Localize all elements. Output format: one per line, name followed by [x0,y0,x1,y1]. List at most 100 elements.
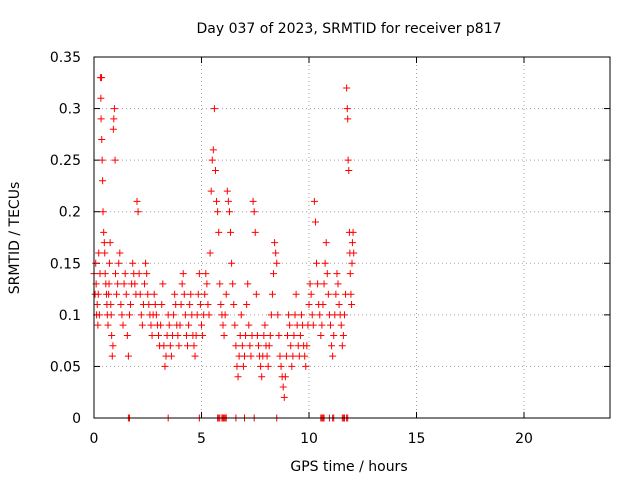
x-tick-label: 10 [300,431,318,447]
data-point [291,311,299,319]
data-point [237,311,245,319]
data-point [131,280,139,288]
data-point [157,321,165,329]
data-point [97,94,105,102]
y-tick-label: 0.35 [50,50,81,66]
data-point [252,290,260,298]
data-point [272,249,280,257]
data-point [94,321,102,329]
data-point [233,362,241,370]
data-point [147,321,155,329]
data-point [339,331,347,339]
data-point [150,290,158,298]
data-point [244,280,252,288]
data-point [238,342,246,350]
data-point [166,342,174,350]
data-point [305,301,313,309]
data-point [108,331,116,339]
data-point [167,352,175,360]
x-tick-label: 0 [90,431,99,447]
data-point [98,74,106,82]
data-point [313,259,321,267]
data-point [277,362,285,370]
data-point [101,270,109,278]
data-point [285,311,293,319]
data-point [165,321,173,329]
data-point [234,373,242,381]
data-point [98,136,106,144]
data-point [223,187,231,195]
data-point [279,383,287,391]
data-point [301,352,309,360]
data-point [286,321,294,329]
data-point [171,290,179,298]
data-point [318,321,326,329]
data-point [112,270,119,278]
data-point [114,280,122,288]
y-tick-label: 0 [72,411,81,427]
data-point [107,301,115,309]
data-point [271,239,279,247]
data-point [230,301,238,309]
data-point [289,352,297,360]
data-point [105,280,113,288]
data-point [292,290,300,298]
data-point [251,228,259,236]
data-point [105,259,113,267]
data-point [270,270,278,278]
data-point [194,290,202,298]
data-point [95,249,103,257]
data-point [350,249,358,257]
data-point [333,270,341,278]
data-point [309,321,317,329]
data-point [227,228,235,236]
y-tick-label: 0.3 [59,102,81,118]
data-point [344,156,352,164]
data-point [264,362,272,370]
x-tick-label: 5 [197,431,206,447]
data-point [159,280,167,288]
data-point [219,321,227,329]
grid [94,57,610,418]
data-point [129,259,137,267]
data-point [210,105,218,113]
data-point [213,197,221,205]
data-point [320,280,328,288]
data-point [109,125,117,133]
data-point [260,331,268,339]
data-point [232,342,240,350]
data-point [222,290,230,298]
data-point [266,331,274,339]
data-point [245,321,253,329]
data-point [324,290,332,298]
data-point [214,208,222,216]
data-point [190,342,198,350]
data-point [121,270,129,278]
data-point [287,342,295,350]
data-point [119,321,127,329]
data-point [152,311,160,319]
data-point [338,342,346,350]
data-point [322,239,330,247]
data-point [185,321,193,329]
data-point [203,280,211,288]
data-point [261,321,269,329]
data-point [275,331,283,339]
data-point [349,228,357,236]
data-point [258,373,266,381]
data-point [215,228,223,236]
data-point [161,362,169,370]
data-point [184,342,192,350]
data-point [273,259,281,267]
data-point [142,259,150,267]
data-point [206,249,214,257]
data-point [122,290,130,298]
data-point [199,331,207,339]
data-point [329,352,337,360]
data-point [135,270,143,278]
data-point [290,331,298,339]
data-point [319,301,327,309]
data-point [207,187,215,195]
data-point [330,331,338,339]
